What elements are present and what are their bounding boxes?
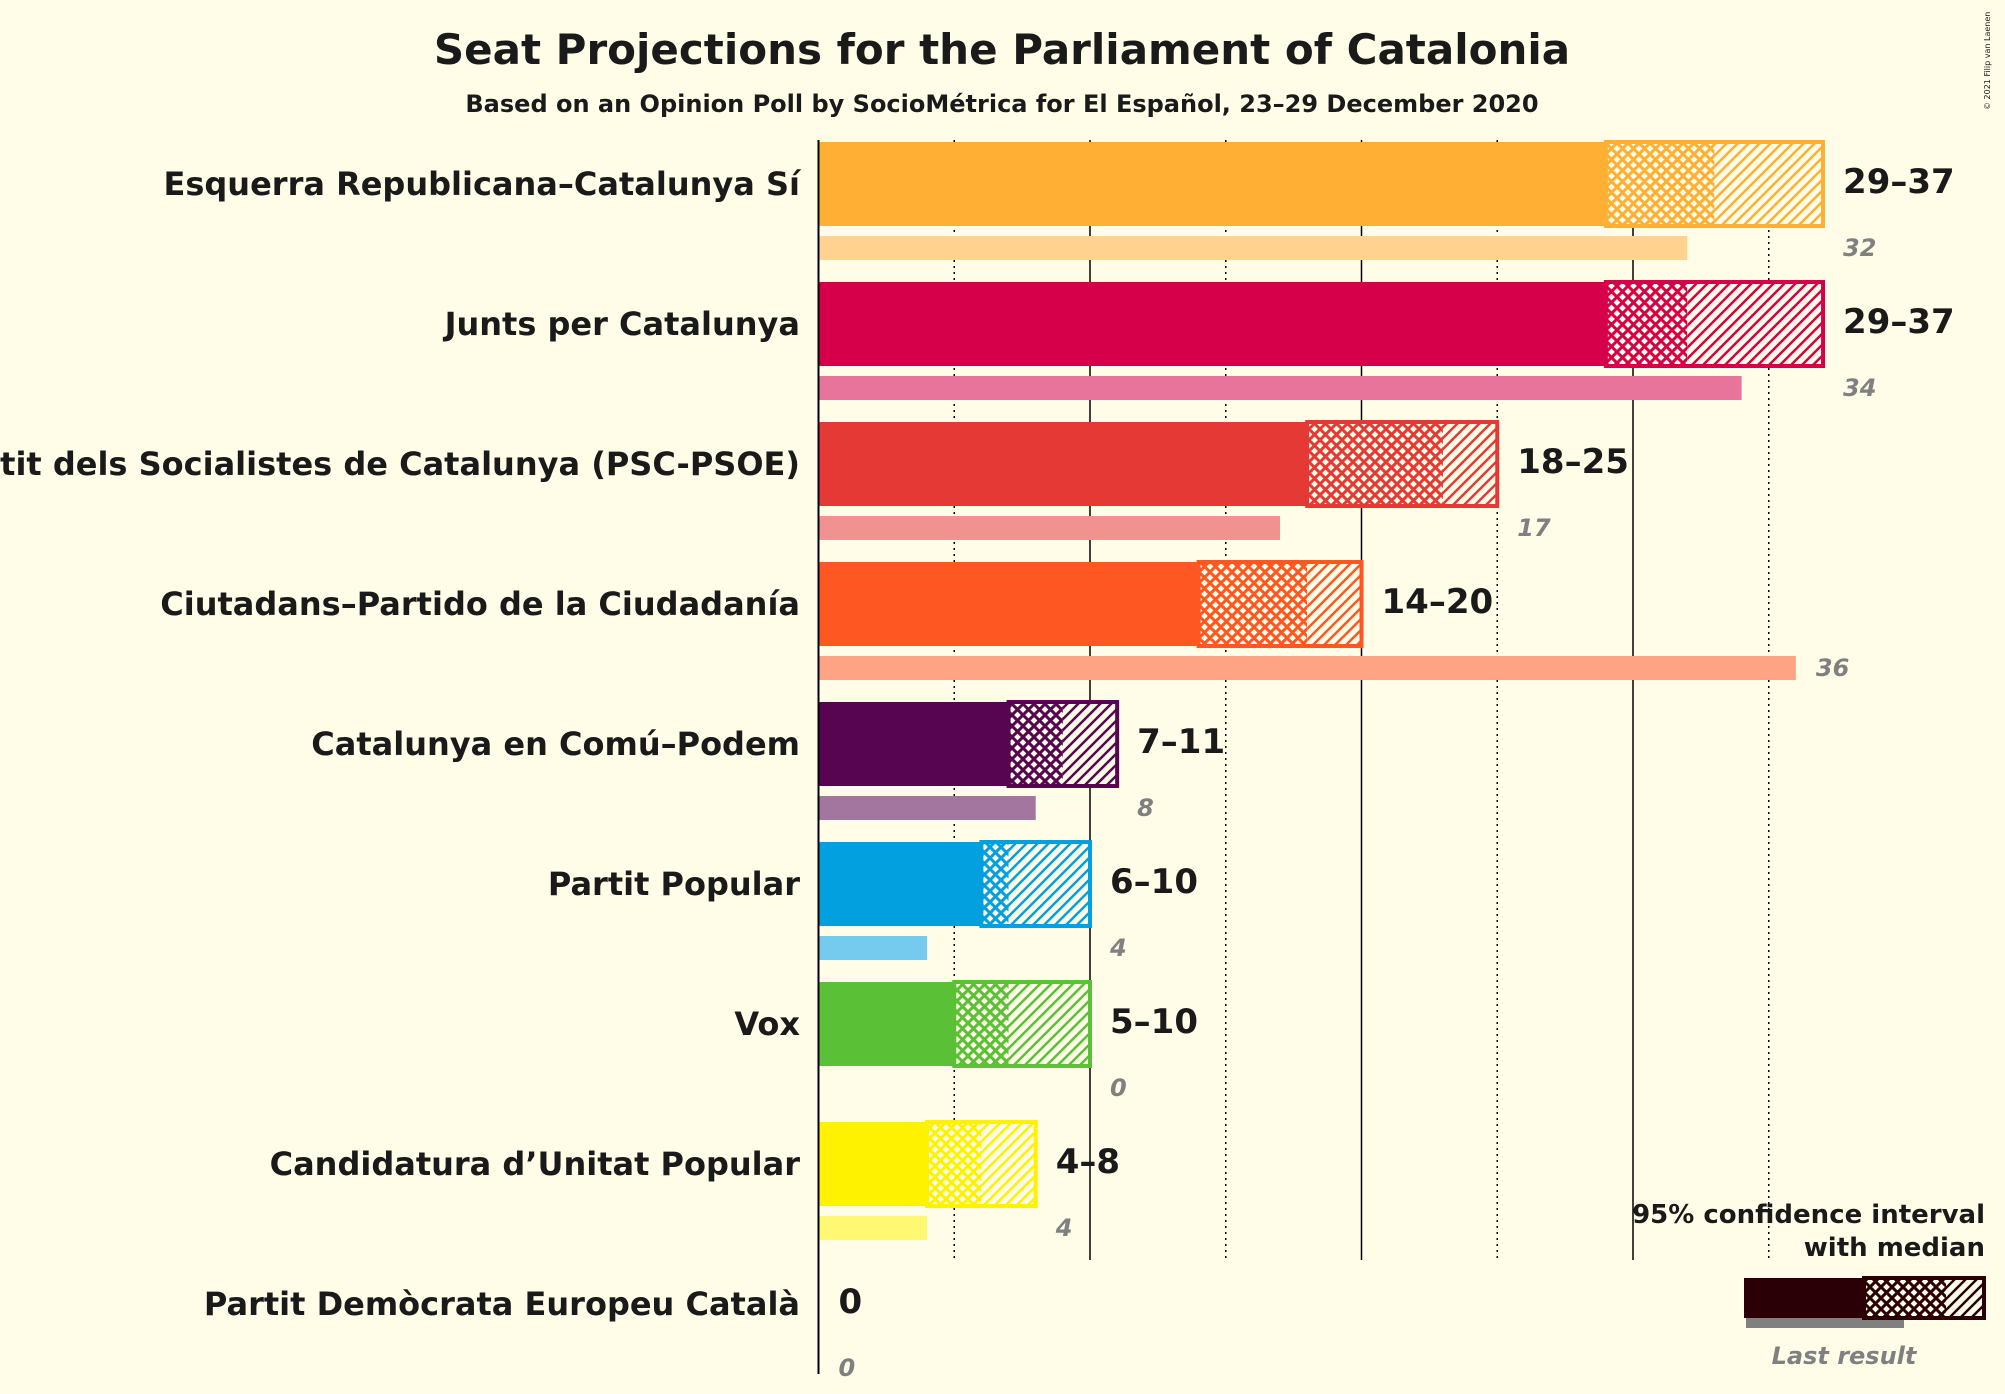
last-result-label: 36: [1816, 654, 1849, 682]
range-label: 6–10: [1110, 862, 1198, 902]
party-row: Partit dels Socialistes de Catalunya (PS…: [0, 420, 1629, 542]
last-result-label: 0: [1110, 1074, 1127, 1102]
interval-bar-solid: [818, 1122, 928, 1206]
party-label: Junts per Catalunya: [443, 305, 800, 343]
interval-outline: [1603, 280, 1826, 368]
last-result-label: 8: [1137, 794, 1154, 822]
range-label: 4–8: [1056, 1142, 1120, 1182]
party-row: Candidatura d’Unitat Popular 4–8 4: [270, 1120, 1120, 1242]
interval-bar-diagonal: [1714, 142, 1824, 226]
range-label: 29–37: [1843, 302, 1955, 342]
last-result-bar: [818, 236, 1688, 260]
party-row: Ciutadans–Partido de la Ciudadanía 14–20 3…: [160, 560, 1849, 682]
interval-bar-crosshatch: [1307, 422, 1443, 506]
interval-bar-solid: [818, 982, 955, 1066]
last-result-bar: [818, 516, 1281, 540]
party-row: Junts per Catalunya 29–37 34: [443, 280, 1955, 402]
interval-bar-diagonal: [1442, 422, 1498, 506]
legend-title-line1: 95% confidence interval: [1632, 1200, 1985, 1230]
last-result-bar: [818, 796, 1036, 820]
party-label: Candidatura d’Unitat Popular: [270, 1145, 801, 1183]
party-label: Catalunya en Comú–Podem: [311, 725, 800, 763]
interval-outline: [952, 980, 1092, 1068]
party-label: Vox: [734, 1005, 800, 1043]
party-row: Catalunya en Comú–Podem 7–11 8: [311, 700, 1225, 822]
last-result-label: 4: [1109, 934, 1127, 962]
range-label: 14–20: [1382, 582, 1494, 622]
party-row: Vox 5–10 0: [734, 980, 1198, 1102]
interval-bar-solid: [818, 562, 1199, 646]
legend-title-line2: with median: [1804, 1233, 1985, 1263]
chart-title: Seat Projections for the Parliament of C…: [434, 25, 1570, 74]
interval-outline: [1603, 140, 1826, 228]
interval-outline: [925, 1120, 1038, 1208]
last-result-label: 34: [1843, 374, 1876, 402]
last-result-label: 0: [839, 1354, 856, 1382]
interval-bar-crosshatch: [954, 982, 1009, 1066]
party-label: Ciutadans–Partido de la Ciudadanía: [160, 585, 800, 623]
range-label: 0: [839, 1282, 863, 1322]
interval-bar-solid: [818, 842, 982, 926]
interval-bar-solid: [818, 702, 1009, 786]
legend-solid-bar: [1744, 1278, 1864, 1318]
range-label: 29–37: [1843, 162, 1955, 202]
legend-ci-outline: [1862, 1276, 1986, 1320]
party-row: Esquerra Republicana–Catalunya Sí 29–37 32: [163, 140, 1955, 262]
interval-bar-diagonal: [981, 1122, 1036, 1206]
interval-bar-diagonal: [1687, 282, 1824, 366]
party-label: Partit dels Socialistes de Catalunya (PS…: [0, 445, 800, 483]
legend-diagonal-hatch: [1946, 1278, 1984, 1318]
interval-bar-crosshatch: [927, 1122, 982, 1206]
copyright-notice: © 2021 Filip van Laenen: [1983, 12, 1992, 110]
interval-bar-solid: [818, 142, 1606, 226]
last-result-bar: [818, 936, 928, 960]
interval-bar-solid: [818, 282, 1606, 366]
interval-bar-crosshatch: [1605, 142, 1715, 226]
interval-outline: [1196, 560, 1364, 648]
interval-bar-solid: [818, 422, 1308, 506]
last-result-label: 17: [1517, 514, 1551, 542]
party-label: Partit Popular: [548, 865, 800, 903]
legend: 95% confidence interval with median Last…: [1632, 1200, 1986, 1370]
interval-outline: [979, 840, 1093, 928]
range-label: 18–25: [1517, 442, 1629, 482]
last-result-label: 32: [1843, 234, 1876, 262]
party-row: Partit Demòcrata Europeu Català 0 0: [204, 1282, 862, 1382]
last-result-bar: [818, 1216, 928, 1240]
interval-bar-crosshatch: [981, 842, 1009, 926]
party-label: Partit Demòcrata Europeu Català: [204, 1285, 800, 1323]
interval-bar-crosshatch: [1605, 282, 1688, 366]
interval-bar-crosshatch: [1008, 702, 1063, 786]
interval-bar-diagonal: [1062, 702, 1118, 786]
interval-bar-diagonal: [1008, 982, 1090, 1066]
chart-subtitle: Based on an Opinion Poll by SocioMétrica…: [465, 90, 1538, 118]
range-label: 5–10: [1110, 1002, 1198, 1042]
interval-bar-diagonal: [1008, 842, 1090, 926]
legend-crosshatch: [1864, 1278, 1946, 1318]
interval-outline: [1305, 420, 1500, 508]
interval-bar-diagonal: [1307, 562, 1362, 646]
last-result-bar: [818, 656, 1796, 680]
party-row: Partit Popular 6–10 4: [548, 840, 1198, 962]
party-rows: Esquerra Republicana–Catalunya Sí 29–37 32…: [0, 140, 1955, 1382]
range-label: 7–11: [1137, 722, 1225, 762]
legend-last-result-label: Last result: [1772, 1342, 1918, 1370]
interval-outline: [1006, 700, 1120, 788]
party-label: Esquerra Republicana–Catalunya Sí: [163, 165, 802, 203]
last-result-label: 4: [1055, 1214, 1073, 1242]
last-result-bar: [818, 376, 1742, 400]
interval-bar-crosshatch: [1198, 562, 1308, 646]
